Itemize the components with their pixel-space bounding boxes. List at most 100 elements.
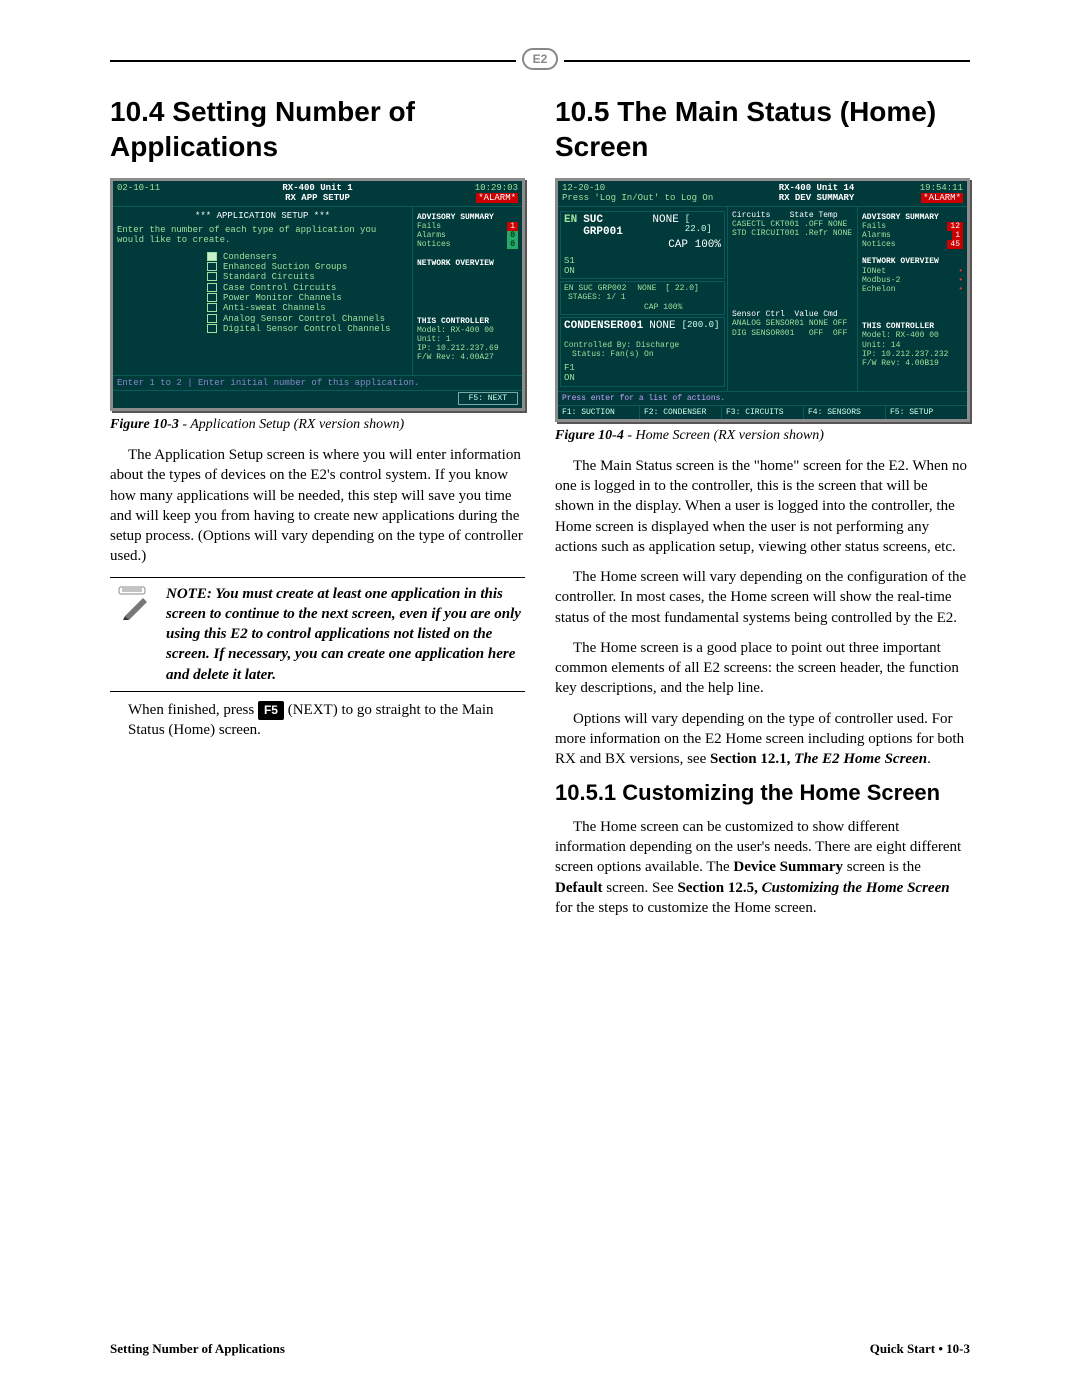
- section-ref-title: Customizing the Home Screen: [762, 880, 950, 896]
- alarm-badge: *ALARM*: [476, 193, 518, 203]
- list-item: Digital Sensor Control Channels: [223, 324, 390, 334]
- fan-value: ON: [564, 373, 575, 383]
- advisory-summary-label: ADVISORY SUMMARY: [862, 213, 963, 222]
- f5-setup-button[interactable]: F5: SETUP: [886, 406, 967, 419]
- controller-model: Model: RX-400 00: [417, 326, 518, 335]
- section-heading-10-5: 10.5 The Main Status (Home) Screen: [555, 94, 970, 164]
- group-state: NONE: [637, 284, 656, 293]
- col-header: Temp: [818, 211, 837, 220]
- fan-label: F1: [564, 363, 575, 373]
- left-column: 10.4 Setting Number of Applications 02-1…: [110, 74, 525, 928]
- condenser-state: NONE: [649, 320, 675, 333]
- notices-label: Notices: [862, 240, 896, 249]
- cell: NONE: [828, 220, 847, 229]
- cell: ANALOG SENSOR01: [732, 319, 804, 328]
- terminal-time: 10:29:03: [475, 183, 518, 193]
- controller-fw: F/W Rev: 4.00B19: [862, 359, 963, 368]
- list-item: Standard Circuits: [223, 272, 315, 282]
- notices-label: Notices: [417, 240, 451, 249]
- fails-value: 1: [507, 222, 518, 231]
- terminal-main: *** APPLICATION SETUP *** Enter the numb…: [113, 207, 412, 375]
- text: screen. See: [603, 880, 678, 896]
- logo-badge: E2: [516, 48, 564, 75]
- function-key-bar: F1: SUCTION F2: CONDENSER F3: CIRCUITS F…: [558, 405, 967, 419]
- figure-text: - Application Setup (RX version shown): [179, 417, 404, 432]
- this-controller-label: THIS CONTROLLER: [417, 317, 518, 326]
- figure-10-4-caption: Figure 10-4 - Home Screen (RX version sh…: [555, 428, 970, 444]
- header-rule: E2: [110, 60, 970, 62]
- f2-condenser-button[interactable]: F2: CONDENSER: [640, 406, 722, 419]
- right-para-3: The Home screen is a good place to point…: [555, 638, 970, 699]
- figure-10-4-terminal: 12-20-10 Press 'Log In/Out' to Log On RX…: [555, 178, 970, 422]
- fails-label: Fails: [417, 222, 441, 231]
- this-controller-label: THIS CONTROLLER: [862, 322, 963, 331]
- login-prompt: Press 'Log In/Out' to Log On: [562, 193, 713, 203]
- alarm-badge: *ALARM*: [921, 193, 963, 203]
- group-name: SUC GRP001: [583, 214, 646, 239]
- condenser-section: CONDENSER001 NONE [200.0] Controlled By:…: [560, 317, 725, 387]
- page-footer: Setting Number of Applications Quick Sta…: [110, 1341, 970, 1357]
- fails-value: 12: [947, 222, 963, 231]
- app-setup-prompt: Enter the number of each type of applica…: [117, 225, 408, 246]
- col-header: Cmd: [823, 310, 837, 319]
- note-pencil-icon: [114, 584, 158, 685]
- controller-unit: Unit: 1: [417, 335, 518, 344]
- modbus-label: Modbus-2: [862, 276, 900, 285]
- cell: NONE: [809, 319, 828, 328]
- f1-suction-button[interactable]: F1: SUCTION: [558, 406, 640, 419]
- cell: OFF: [833, 329, 847, 338]
- controller-ip: IP: 10.212.237.69: [417, 344, 518, 353]
- group-label: EN SUC GRP002: [564, 284, 626, 293]
- terminal-titlebar: 02-10-11 RX-400 Unit 1 RX APP SETUP 10:2…: [113, 181, 522, 207]
- text: screen is the: [843, 859, 921, 875]
- after-note-pre: When finished, press: [128, 702, 258, 718]
- list-item: Case Control Circuits: [223, 283, 336, 293]
- condenser-status: Status: Fan(s) On: [572, 350, 654, 359]
- section-ref: Section 12.1,: [710, 751, 794, 767]
- group-state: NONE: [652, 214, 678, 239]
- subsection-heading-10-5-1: 10.5.1 Customizing the Home Screen: [555, 779, 970, 807]
- section-ref-title: The E2 Home Screen: [794, 751, 927, 767]
- group-value: [ 22.0]: [665, 284, 699, 293]
- terminal-title2: RX DEV SUMMARY: [779, 193, 855, 203]
- cell: STD CIRCUIT001: [732, 229, 799, 238]
- e2-logo-icon: E2: [522, 48, 558, 70]
- list-item: Enhanced Suction Groups: [223, 262, 347, 272]
- fails-label: Fails: [862, 222, 886, 231]
- bold-text: Default: [555, 880, 603, 896]
- condenser-name: CONDENSER001: [564, 320, 643, 333]
- network-overview-label: NETWORK OVERVIEW: [862, 257, 963, 266]
- f5-next-button[interactable]: F5: NEXT: [458, 392, 518, 405]
- col-header: Sensor Ctrl: [732, 310, 785, 319]
- terminal-time: 19:54:11: [920, 183, 963, 193]
- list-item: Power Monitor Channels: [223, 293, 342, 303]
- terminal-date: 02-10-11: [117, 183, 160, 204]
- group-value: [ 22.0]: [685, 214, 721, 239]
- app-setup-header: *** APPLICATION SETUP ***: [117, 211, 408, 221]
- left-para-1: The Application Setup screen is where yo…: [110, 445, 525, 567]
- note-text: NOTE: You must create at least one appli…: [166, 584, 521, 685]
- terminal-help-line: Enter 1 to 2 | Enter initial number of t…: [113, 375, 522, 390]
- notices-value: 45: [947, 240, 963, 249]
- list-item: Anti-sweat Channels: [223, 303, 326, 313]
- right-para-5: The Home screen can be customized to sho…: [555, 817, 970, 918]
- echelon-label: Echelon: [862, 285, 896, 294]
- after-note-line: When finished, press F5 (NEXT) to go str…: [128, 700, 525, 741]
- footer-left: Setting Number of Applications: [110, 1341, 285, 1357]
- list-item: Analog Sensor Control Channels: [223, 314, 385, 324]
- advisory-summary-label: ADVISORY SUMMARY: [417, 213, 518, 222]
- col-header: Value: [794, 310, 818, 319]
- cell: .Refr: [804, 229, 828, 238]
- f4-sensors-button[interactable]: F4: SENSORS: [804, 406, 886, 419]
- list-item: Condensers: [223, 252, 277, 262]
- cell: OFF: [809, 329, 823, 338]
- condenser-ctrl: Controlled By: Discharge: [564, 341, 679, 350]
- f3-circuits-button[interactable]: F3: CIRCUITS: [722, 406, 804, 419]
- app-type-list: Condensers Enhanced Suction Groups Stand…: [207, 252, 408, 335]
- cell: DIG SENSOR001: [732, 329, 794, 338]
- controller-fw: F/W Rev: 4.00A27: [417, 353, 518, 362]
- stage-label: S1: [564, 256, 575, 266]
- section-heading-10-4: 10.4 Setting Number of Applications: [110, 94, 525, 164]
- cell: OFF: [833, 319, 847, 328]
- controller-model: Model: RX-400 00: [862, 331, 963, 340]
